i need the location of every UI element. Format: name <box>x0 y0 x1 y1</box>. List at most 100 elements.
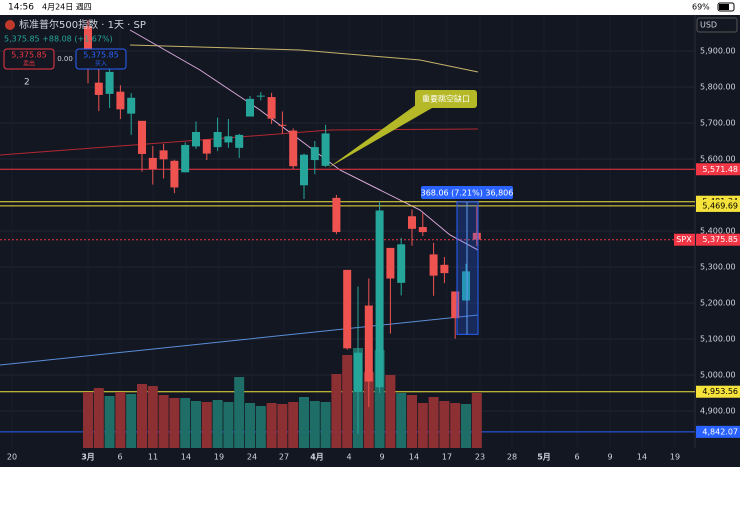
volume-bar <box>191 401 201 448</box>
candle-body <box>397 244 406 283</box>
measure-label: 368.06 (7.21%) 36,806 <box>421 189 514 198</box>
candle-body <box>116 91 125 110</box>
volume-bar <box>363 372 374 448</box>
volume-bar <box>417 403 428 448</box>
volume-bar <box>385 375 396 448</box>
y-tick-label: 5,700.00 <box>700 119 736 128</box>
volume-bar <box>331 374 342 448</box>
volume-bar <box>288 402 299 448</box>
volume-bar <box>93 388 104 448</box>
candle-body <box>278 124 287 126</box>
volume-bar <box>320 402 331 448</box>
volume-bar <box>201 402 212 448</box>
candle-body <box>224 136 233 143</box>
ma-blue <box>0 314 479 366</box>
symbol-tag <box>674 233 695 246</box>
price-tag <box>696 385 740 398</box>
candle-body <box>386 247 395 279</box>
currency-box[interactable] <box>696 17 738 33</box>
volume-bar <box>158 395 169 448</box>
y-tick-label: 5,300.00 <box>700 263 736 272</box>
volume-bar <box>471 393 482 448</box>
price-tag-label: 5,375.85 <box>702 235 738 244</box>
candle-body <box>127 97 136 114</box>
y-tick-label: 5,800.00 <box>700 83 736 92</box>
x-tick-label: 17 <box>442 453 452 462</box>
volume-bar <box>342 355 353 448</box>
x-tick-label: 6 <box>574 453 579 462</box>
y-tick-label: 5,600.00 <box>700 155 736 164</box>
volume-bar <box>234 377 245 448</box>
candle-body <box>310 147 319 161</box>
x-tick-label: 24 <box>247 453 257 462</box>
price-tag <box>696 199 740 212</box>
candle-body <box>256 95 265 97</box>
volume-bar <box>245 403 255 448</box>
x-tick-label: 3月 <box>81 453 95 462</box>
candle-body <box>451 291 460 319</box>
buy-label: 买入 <box>95 60 107 68</box>
volume-bar <box>277 404 288 448</box>
x-tick-label: 6 <box>117 453 122 462</box>
indicator-count[interactable]: 2 <box>24 78 30 88</box>
price-tag <box>696 163 740 176</box>
candle-body <box>343 269 352 349</box>
toolbar <box>0 467 740 514</box>
buy-button[interactable] <box>75 48 127 70</box>
price-tag <box>696 233 740 246</box>
battery-level <box>719 4 729 10</box>
volume-bar <box>126 394 137 448</box>
x-tick-label: 14 <box>409 453 419 462</box>
x-tick-label: 27 <box>279 453 289 462</box>
ma-yellow <box>129 44 479 73</box>
status-bar <box>0 0 740 15</box>
volume-bar <box>450 403 461 448</box>
candle-body <box>192 132 200 147</box>
currency: USD <box>700 21 717 30</box>
price-tag-label: 5,469.69 <box>702 201 738 210</box>
y-tick-label: 5,000.00 <box>700 371 736 380</box>
candle-body <box>235 134 244 148</box>
candle-body <box>440 264 449 274</box>
price-tag-label: 4,842.07 <box>702 427 738 436</box>
candle-body <box>181 144 190 173</box>
buy-price: 5,375.85 <box>83 51 119 60</box>
x-tick-label: 19 <box>214 453 224 462</box>
volume-bar <box>428 397 439 448</box>
ma-pink <box>129 29 479 251</box>
candle-body <box>364 305 373 382</box>
sell-button[interactable] <box>3 48 55 70</box>
candle-body <box>332 197 341 233</box>
measure-label-bg <box>421 186 513 199</box>
volume-bar <box>169 398 180 448</box>
x-tick-label: 14 <box>637 453 647 462</box>
volume-bar <box>396 393 407 448</box>
sell-label: 卖出 <box>23 60 35 68</box>
callout-pointer <box>328 102 432 168</box>
x-tick-label: 9 <box>379 453 384 462</box>
candle-body <box>354 352 362 392</box>
candle-body <box>170 160 179 188</box>
symbol-tag-label: SPX <box>676 235 692 244</box>
volume-bar <box>137 384 147 448</box>
volume-bar <box>180 398 191 448</box>
volume-bar <box>115 392 126 448</box>
price-tag <box>696 425 740 438</box>
candle-body <box>429 254 438 276</box>
x-tick-label: 9 <box>607 453 612 462</box>
volume-bar <box>223 402 234 448</box>
callout <box>415 90 477 108</box>
symbol-logo <box>5 20 15 30</box>
volume-bar <box>309 401 320 448</box>
candle-body <box>94 82 103 95</box>
battery: 69% <box>692 3 710 12</box>
x-tick-label: 4 <box>346 453 351 462</box>
y-tick-label: 5,900.00 <box>700 47 736 56</box>
sell-price: 5,375.85 <box>11 51 47 60</box>
candle-body <box>138 120 146 154</box>
volume-bar <box>104 396 115 448</box>
y-tick-label: 5,100.00 <box>700 335 736 344</box>
ma-red <box>0 128 479 156</box>
